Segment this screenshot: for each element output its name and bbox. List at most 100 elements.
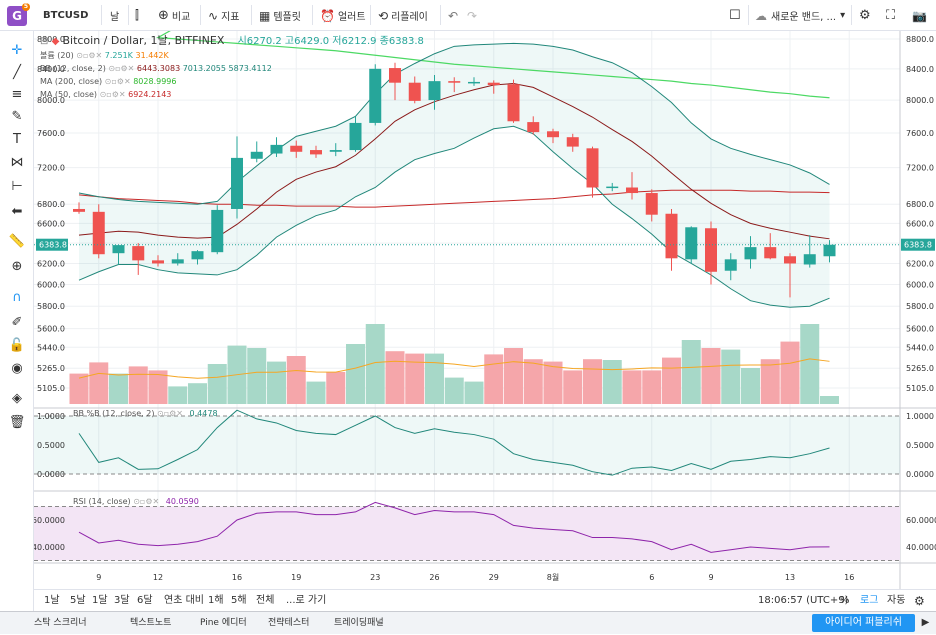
flag-icon: ◆ (51, 36, 60, 47)
candle-body (803, 254, 816, 265)
goto-date-button[interactable]: ...로 가기 (286, 595, 327, 606)
range-6[interactable]: 1해 (208, 595, 224, 606)
range-bar: 1날 5날 1달 3달 6달 연초 대비 1해 5해 전체 ...로 가기 18:06:57 (… (34, 589, 936, 611)
chart-area[interactable]: 8800.0 8800.0 8400.0 8400.0 8000.0 8000.0 7600… (34, 31, 936, 589)
tab-text-notes[interactable]: 텍스트노트 (130, 618, 172, 628)
layers-icon[interactable]: ◈ (12, 391, 22, 406)
publish-idea-button[interactable]: 아이디어 퍼블리쉬 (812, 614, 915, 632)
replay-button[interactable]: ⟲ 리플레이 (378, 8, 428, 24)
candle-body (329, 150, 342, 152)
ohlc-values: 시6270.2 고6429.0 저6212.9 종6383.8 (237, 36, 424, 47)
oscillator-panes (34, 409, 900, 561)
range-7[interactable]: 5해 (231, 595, 247, 606)
lock-drawing-icon[interactable]: ✐ (11, 315, 23, 330)
volume-bar (109, 373, 128, 404)
ruler-icon[interactable]: 📏 (8, 234, 26, 249)
time-tick-label: 13 (785, 573, 795, 582)
clock[interactable]: 18:06:57 (UTC+9) (758, 595, 849, 606)
volume-bar (464, 381, 484, 404)
price-tick-label: 5600.0 (37, 325, 65, 334)
layout-select[interactable]: ☁ 새로운 밴드, ... ▾ (755, 8, 846, 24)
crosshair-icon[interactable]: ✛ (11, 43, 23, 58)
range-1[interactable]: 5날 (70, 595, 86, 606)
range-8[interactable]: 전체 (256, 595, 275, 606)
volume-bar (504, 348, 523, 404)
candle-body (191, 251, 204, 260)
fullscreen-icon[interactable]: ⛶ (886, 8, 896, 23)
range-5[interactable]: 연초 대비 (164, 595, 204, 606)
camera-icon[interactable]: 📷 (912, 8, 927, 23)
rsi-band-fill (34, 506, 900, 561)
pattern-icon[interactable]: ⋈ (10, 155, 24, 170)
range-4[interactable]: 6달 (137, 595, 153, 606)
settings-icon[interactable]: ⚙ (914, 594, 925, 608)
indicators-button[interactable]: ∿ 지표 (208, 8, 240, 24)
fib-icon[interactable]: ≡ (11, 87, 23, 102)
candles-icon[interactable]: ⫿ (135, 8, 139, 22)
volume-bar (701, 348, 721, 404)
auto-toggle[interactable]: 자동 (887, 595, 906, 606)
ma50-legend[interactable]: MA (50, close) ⊙▫⚙✕ 6924.2143 (40, 90, 172, 99)
price-tick-label: 8800.0 (906, 35, 934, 44)
volume-bar (662, 357, 681, 404)
interval-select[interactable]: 날 (110, 12, 120, 23)
undo-icon[interactable]: ↶ (448, 8, 459, 23)
unlock-icon[interactable]: 🔓 (8, 338, 26, 353)
candle-body (408, 82, 421, 101)
trendline-icon[interactable]: ╱ (13, 65, 21, 80)
price-tick-label: 6800.0 (906, 200, 934, 209)
volume-bar (247, 348, 267, 404)
brush-icon[interactable]: ✎ (11, 109, 23, 124)
ma200-legend[interactable]: MA (200, close) ⊙▫⚙✕ 8028.9996 (40, 77, 177, 86)
arrow-left-icon[interactable]: ⬅ (11, 204, 23, 219)
candle-body (487, 82, 500, 86)
alert-button[interactable]: ⏰ 얼러트 (320, 8, 366, 24)
collapse-icon[interactable]: ⊟ (40, 36, 49, 47)
log-toggle[interactable]: 로그 (860, 595, 879, 606)
price-tick-label: 8400.0 (906, 65, 934, 74)
magnet-icon[interactable]: ∩ (12, 290, 22, 305)
eye-icon[interactable]: ◉ (11, 361, 23, 376)
bbb-band-fill (34, 416, 900, 474)
rsi-legend[interactable]: RSI (14, close) ⊙▫⚙✕ 40.0590 (73, 497, 199, 506)
tab-trading-panel[interactable]: 트레이딩패널 (334, 618, 384, 628)
candle-body (369, 68, 382, 123)
volume-legend[interactable]: 볼륨 (20) ⊙▫⚙✕ 7.251K 31.442K (40, 51, 169, 60)
volume-bar (800, 324, 820, 404)
percent-toggle[interactable]: % (840, 595, 850, 606)
price-tick-label: 40.0000 (906, 543, 936, 552)
prediction-icon[interactable]: ⊢ (11, 179, 23, 194)
bottom-panel-tabs: 스탁 스크리너 텍스트노트 Pine 에디터 전략테스터 트레이딩패널 (0, 611, 936, 634)
volume-bar (346, 344, 365, 404)
bb-legend[interactable]: BB (12, close, 2) ⊙▫⚙✕ 6443.3083 7013.20… (40, 64, 272, 73)
tab-strategy-tester[interactable]: 전략테스터 (268, 618, 310, 628)
bbb-legend[interactable]: BB %B (12, close, 2) ⊙▫⚙✕ 0.4478 (73, 409, 218, 418)
play-icon[interactable]: ▶ (921, 617, 930, 628)
time-tick-label: 19 (291, 573, 301, 582)
price-tick-label: 0.5000 (906, 441, 934, 450)
bollinger-fill (79, 43, 830, 308)
candle-body (73, 208, 85, 212)
settings-icon[interactable]: ⚙ (859, 8, 871, 23)
range-0[interactable]: 1날 (44, 595, 60, 606)
compare-button[interactable]: ⊕ 비교 (158, 8, 191, 23)
volume-bars (69, 324, 839, 404)
price-tick-label: 5800.0 (37, 302, 65, 311)
range-2[interactable]: 1달 (92, 595, 108, 606)
templates-button[interactable]: ▦ 템플릿 (259, 8, 301, 24)
zoom-icon[interactable]: ⊕ (11, 259, 23, 274)
price-tick-label: 5800.0 (906, 302, 934, 311)
bb-upper-line (78, 42, 830, 205)
tab-pine-editor[interactable]: Pine 에디터 (200, 618, 247, 628)
text-icon[interactable]: T (13, 132, 21, 147)
fullscreen-icon[interactable]: ☐ (729, 8, 741, 23)
candle-body (784, 256, 796, 264)
trash-icon[interactable]: 🗑 (8, 415, 26, 430)
time-tick-label: 26 (429, 573, 439, 582)
price-tick-label: 1.0000 (906, 412, 934, 421)
range-3[interactable]: 3달 (114, 595, 130, 606)
tab-stock-screener[interactable]: 스탁 스크리너 (34, 618, 87, 628)
redo-icon[interactable]: ↷ (467, 8, 478, 23)
symbol-search[interactable]: BTCUSD (43, 10, 89, 21)
